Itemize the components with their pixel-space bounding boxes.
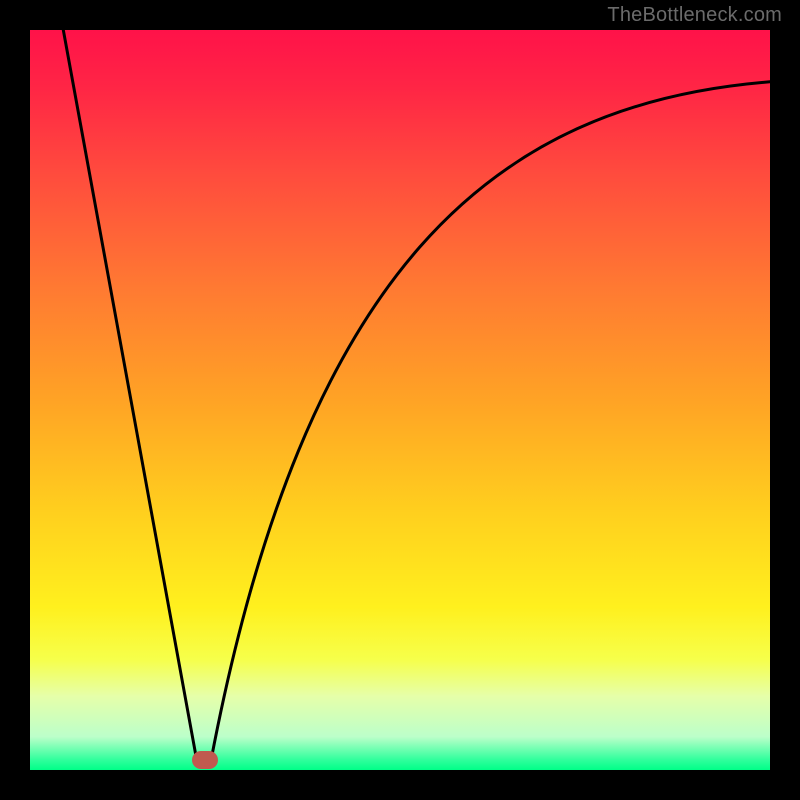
watermark-text: TheBottleneck.com — [607, 4, 782, 27]
chart-curve-left-segment — [63, 30, 196, 759]
chart-curve-right-segment — [211, 82, 770, 759]
chart-plot-area — [30, 30, 770, 770]
chart-minimum-marker — [192, 751, 218, 769]
chart-curve-layer — [30, 30, 770, 770]
chart-frame: TheBottleneck.com — [0, 0, 800, 800]
